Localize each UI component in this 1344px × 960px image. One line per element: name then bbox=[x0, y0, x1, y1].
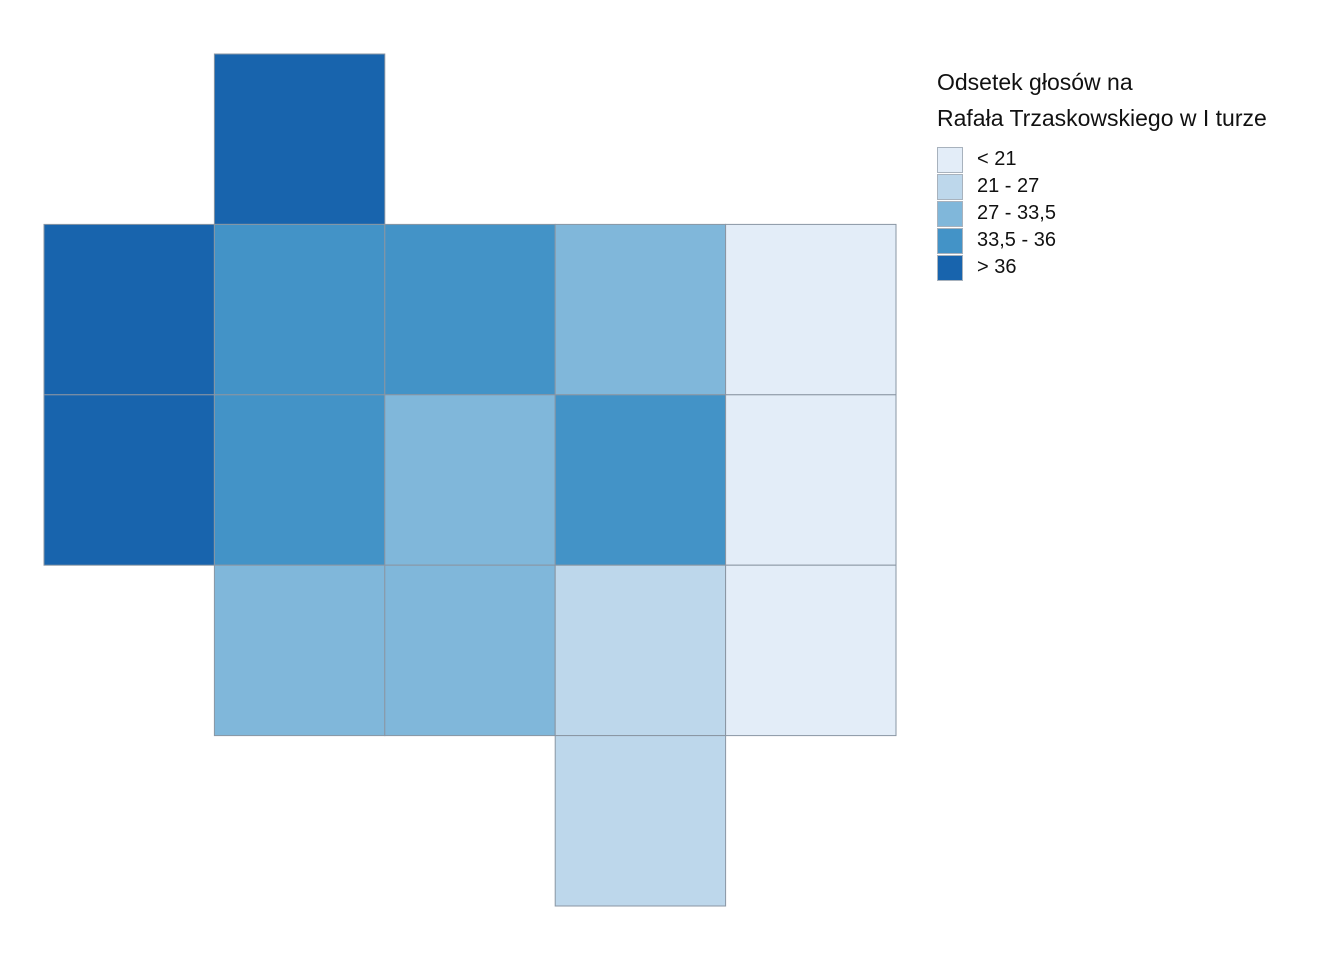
map-tile bbox=[213, 394, 386, 566]
legend-swatch bbox=[937, 146, 963, 173]
legend-item: < 21 bbox=[937, 146, 1337, 173]
legend-swatch bbox=[937, 173, 963, 200]
map-tile bbox=[554, 223, 727, 396]
legend-label: > 36 bbox=[977, 256, 1017, 278]
legend-items: < 21 21 - 27 27 - 33,5 33,5 - 36 > 36 bbox=[937, 146, 1337, 281]
legend-label: 21 - 27 bbox=[977, 175, 1040, 197]
legend: Odsetek głosów na Rafała Trzaskowskiego … bbox=[937, 64, 1337, 281]
map-tile bbox=[213, 223, 386, 396]
map-tile bbox=[43, 394, 215, 566]
legend-item: 33,5 - 36 bbox=[937, 227, 1337, 254]
legend-title-line-1: Odsetek głosów na bbox=[937, 69, 1133, 95]
map-tile bbox=[554, 735, 727, 907]
map-tile bbox=[725, 564, 897, 737]
legend-item: 27 - 33,5 bbox=[937, 200, 1337, 227]
map-tile bbox=[384, 394, 556, 566]
map-tile bbox=[554, 564, 727, 737]
legend-title-line-2: Rafała Trzaskowskiego w I turze bbox=[937, 105, 1267, 131]
map-tile bbox=[384, 564, 556, 737]
legend-swatch bbox=[937, 200, 963, 227]
legend-label: 27 - 33,5 bbox=[977, 202, 1056, 224]
legend-label: < 21 bbox=[977, 148, 1017, 170]
legend-label: 33,5 - 36 bbox=[977, 229, 1056, 251]
legend-item: 21 - 27 bbox=[937, 173, 1337, 200]
legend-item: > 36 bbox=[937, 254, 1337, 281]
map-tile bbox=[725, 394, 897, 566]
map-tile bbox=[384, 223, 556, 396]
map-tile bbox=[43, 223, 215, 396]
legend-swatch bbox=[937, 254, 963, 281]
map-tile bbox=[213, 564, 386, 737]
map-tile bbox=[725, 223, 897, 396]
map-tile bbox=[554, 394, 727, 566]
map-tile bbox=[213, 53, 386, 225]
legend-swatch bbox=[937, 227, 963, 254]
